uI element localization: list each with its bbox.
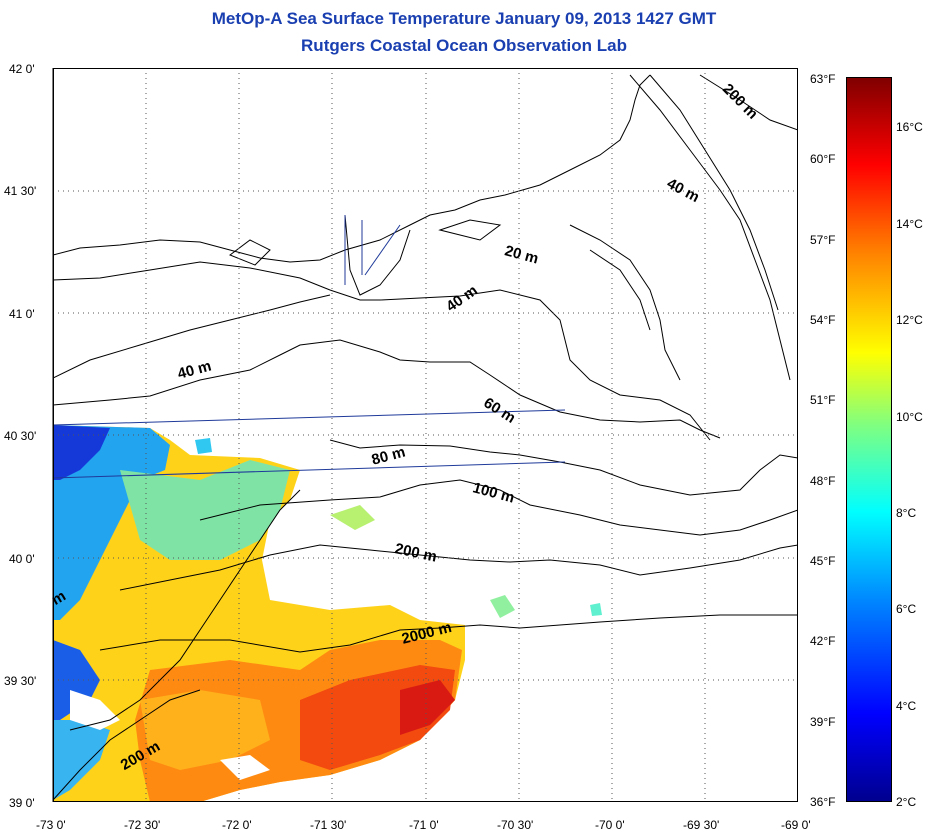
lon-label: -69 30' [683,818,720,832]
fahrenheit-label: 57°F [810,233,836,247]
sst-field [53,425,602,802]
celsius-label: 4°C [896,699,917,713]
lon-label: -71 30' [310,818,347,832]
fahrenheit-label: 51°F [810,393,836,407]
map-frame [53,68,798,802]
lat-label: 42 0' [9,62,35,76]
celsius-label: 12°C [896,313,923,327]
celsius-label: 8°C [896,506,917,520]
lat-label: 39 0' [9,796,35,810]
bathymetry-contours [53,74,798,801]
lon-label: -69 0' [781,818,811,832]
fahrenheit-label: 45°F [810,554,836,568]
lon-label: -70 0' [595,818,625,832]
lon-label: -73 0' [36,818,66,832]
lon-label: -71 0' [409,818,439,832]
graticule [53,68,798,802]
celsius-label: 6°C [896,602,917,616]
temperature-colorbar [846,77,892,802]
lon-label: -72 30' [124,818,161,832]
lon-label: -70 30' [497,818,534,832]
fahrenheit-label: 60°F [810,152,836,166]
lat-label: 40 30' [4,429,37,443]
lat-label: 40 0' [9,552,35,566]
fahrenheit-label: 48°F [810,474,836,488]
celsius-label: 16°C [896,120,923,134]
map-subtitle: Rutgers Coastal Ocean Observation Lab [301,36,627,55]
fahrenheit-label: 36°F [810,795,836,809]
fahrenheit-label: 39°F [810,715,836,729]
fahrenheit-label: 63°F [810,72,836,86]
lat-label: 39 30' [4,674,37,688]
lon-label: -72 0' [222,818,252,832]
track-lines [53,215,566,479]
map-title: MetOp-A Sea Surface Temperature January … [211,9,717,28]
lat-label: 41 30' [4,184,37,198]
celsius-label: 10°C [896,410,923,424]
lat-label: 41 0' [9,307,35,321]
fahrenheit-label: 42°F [810,634,836,648]
celsius-label: 2°C [896,795,917,809]
fahrenheit-label: 54°F [810,313,836,327]
celsius-label: 14°C [896,217,923,231]
